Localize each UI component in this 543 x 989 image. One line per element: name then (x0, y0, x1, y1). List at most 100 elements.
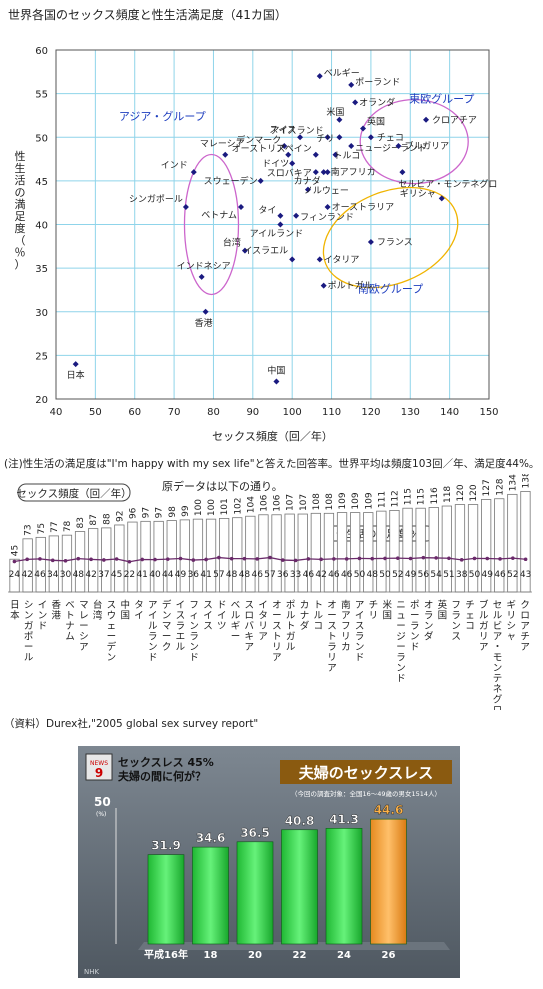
satisfaction-point (229, 556, 234, 561)
frequency-bar (74, 531, 86, 593)
line-value-label: 46 (341, 570, 353, 580)
country-label-char: コ (314, 621, 324, 632)
country-label-char: ン (107, 653, 117, 664)
point-label: セルビア・モンテネグロ (398, 178, 497, 190)
plot-border (55, 49, 490, 400)
country-label: イタリア (258, 600, 268, 643)
satisfaction-point (50, 558, 55, 563)
tv-bar (147, 854, 185, 945)
satisfaction-point (114, 557, 119, 561)
country-label-char: ー (107, 632, 117, 643)
country-label-char: デ (107, 641, 117, 653)
bar-value-label: 100 (194, 499, 204, 516)
country-label: フランス (451, 600, 461, 643)
line-value-label: 51 (443, 570, 454, 580)
panel-title-bg (280, 760, 452, 784)
line-value-label: 49 (405, 570, 417, 580)
line-value-label: 46 (328, 570, 340, 580)
country-label-char: タ (258, 611, 268, 622)
frequency-bar (363, 512, 374, 593)
y-tick-label: 20 (35, 395, 48, 406)
country-label-char: ル (24, 653, 34, 664)
satisfaction-point (485, 556, 490, 561)
frequency-bar (219, 518, 230, 593)
country-label-char: ト (286, 621, 296, 632)
panel-title: 夫婦のセックスレス (299, 764, 434, 782)
country-label-char: ク (520, 600, 530, 611)
x-tick-label: 110 (322, 407, 341, 418)
country-label: イスラエル (176, 600, 186, 653)
scatter-point (190, 169, 197, 176)
country-label-char: ラ (327, 642, 337, 653)
country-label-char: リ (341, 632, 351, 643)
country-label-char: ー (396, 642, 406, 653)
country-label-char: リ (327, 653, 337, 664)
group-ellipse (359, 98, 469, 185)
bar-value-label: 99 (181, 505, 191, 517)
point-label: マレーシア (200, 140, 245, 150)
scatter-point (348, 81, 355, 88)
scatter-point (293, 212, 300, 219)
line-value-label: 41 (200, 570, 211, 580)
country-label-char: ラ (396, 653, 406, 664)
tv-bar (192, 846, 229, 945)
country-label-char: ポ (286, 600, 296, 611)
country-label-char: ド (217, 600, 227, 611)
bar-value-label: 92 (115, 511, 125, 522)
country-label-char: ー (231, 632, 241, 643)
bar-value-label: 108 (325, 493, 335, 510)
scatter-point (198, 273, 205, 280)
line-value-label: 37 (98, 570, 109, 580)
nhk-watermark: NHK (84, 968, 100, 976)
country-label-char: ー (327, 611, 337, 622)
country-label: フィンランド (189, 600, 199, 664)
country-label-char: ル (493, 611, 503, 622)
country-label-char: リ (258, 621, 268, 632)
point-label: スイス (269, 125, 296, 135)
country-label-char: ラ (148, 632, 158, 643)
tv-bar-value: 36.5 (240, 826, 270, 840)
country-label: ベトナム (65, 600, 75, 643)
source-text: （資料）Durex社,"2005 global sex survey repor… (4, 718, 259, 730)
frequency-bar (48, 535, 59, 593)
bar-value-label: 120 (456, 484, 466, 501)
point-label: 香港 (195, 317, 213, 329)
country-label: 台湾 (93, 599, 103, 622)
point-label: イタリア (324, 254, 360, 265)
frequency-bar (271, 514, 282, 593)
country-label-char: ダ (300, 620, 310, 632)
scatter-point (277, 212, 284, 219)
news-logo-number: 9 (95, 766, 103, 780)
scatter-point (316, 256, 323, 263)
bar-value-label: 101 (220, 498, 230, 515)
point-label: 中国 (267, 365, 285, 377)
scatter-point (336, 116, 343, 123)
scatter-point (289, 256, 296, 263)
country-label-char: ア (520, 621, 530, 632)
country-label-char: ラ (189, 632, 199, 643)
point-label: アイルランド (250, 229, 304, 240)
x-tick-label: 150 (479, 407, 498, 418)
country-label-char: リ (479, 632, 489, 643)
point-label: オーストリア (232, 144, 286, 155)
line-value-label: 44 (162, 570, 174, 580)
country-label-char: ト (327, 632, 337, 643)
country-label: ギリシャ (507, 600, 517, 643)
line-value-label: 46 (494, 570, 506, 580)
country-label-char: ア (245, 642, 255, 653)
country-label-char: ド (396, 674, 406, 685)
bar-value-label: 118 (443, 486, 453, 503)
country-label-char: ウ (107, 611, 117, 622)
scatter-point (324, 169, 331, 176)
line-value-label: 42 (85, 570, 96, 580)
frequency-bar (153, 520, 164, 593)
point-label: 台湾 (223, 237, 241, 249)
country-label-char: イ (134, 611, 144, 622)
point-label: タイ (258, 205, 276, 216)
frequency-bar (310, 512, 321, 593)
line-value-label: 24 (9, 570, 21, 580)
country-label-char: ル (479, 611, 489, 622)
country-label-char: ラ (451, 611, 461, 622)
scatter-point (238, 204, 245, 211)
bar-value-label: 98 (168, 506, 178, 518)
